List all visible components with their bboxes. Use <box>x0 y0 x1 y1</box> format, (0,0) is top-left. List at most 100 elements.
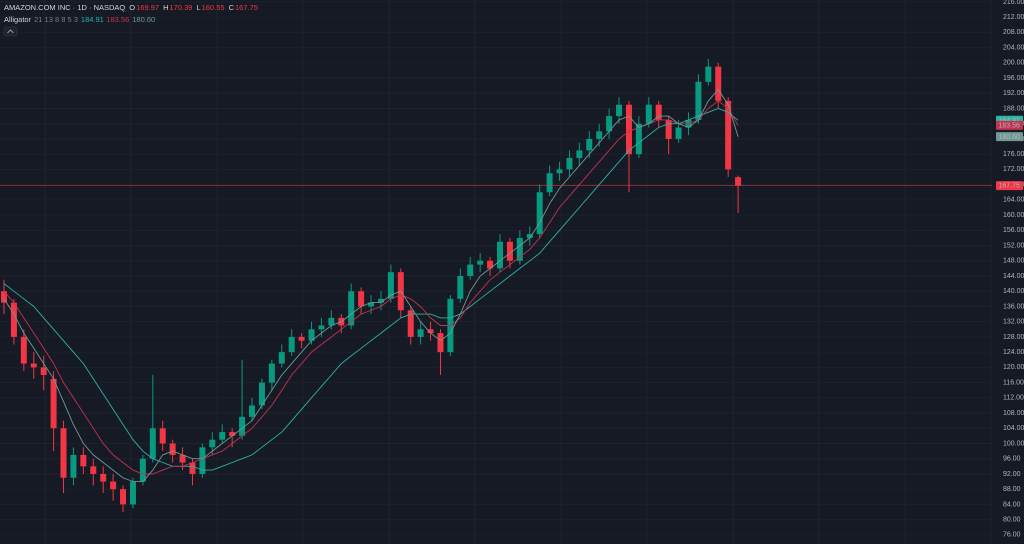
candle-body <box>298 336 305 341</box>
candle-body <box>477 260 484 265</box>
candle-body <box>50 378 57 429</box>
y-tick-label: 200.00 <box>1003 60 1024 67</box>
candle-body <box>665 119 672 139</box>
symbol-name: AMAZON.COM INC · 1D · NASDAQ <box>4 3 125 12</box>
collapse-button[interactable] <box>3 26 18 37</box>
candle-body <box>437 333 444 353</box>
candle-body <box>149 428 156 459</box>
candle-body <box>546 173 553 193</box>
y-tick-label: 160.00 <box>1003 212 1024 219</box>
candle-body <box>10 302 17 337</box>
candle-body <box>675 127 682 139</box>
indicator-value: 184.91 <box>81 15 104 24</box>
price-axis: 76.00 80.00 84.00 88.00 92.00 96.00 100.00 104.… <box>996 0 1024 539</box>
ohlc-value: 169.97 <box>136 3 159 12</box>
plot <box>0 59 992 513</box>
candle-body <box>655 104 662 120</box>
candle-body <box>229 432 236 436</box>
y-tick-label: 92.00 <box>1003 471 1021 478</box>
y-tick-label: 88.00 <box>1003 486 1021 493</box>
candle-body <box>625 104 632 155</box>
candle-body <box>497 241 503 269</box>
candle-body <box>169 443 176 455</box>
y-tick-label: 132.00 <box>1003 319 1024 326</box>
y-tick-label: 216.00 <box>1003 0 1024 6</box>
candle-body <box>467 264 474 276</box>
candle-body <box>139 458 146 482</box>
candle-body <box>606 116 613 132</box>
y-tick-label: 100.00 <box>1003 440 1024 447</box>
candle-body <box>348 291 355 326</box>
candle-body <box>209 439 216 448</box>
candle-body <box>427 329 434 334</box>
y-tick-label: 136.00 <box>1003 303 1024 310</box>
candle-body <box>328 317 335 326</box>
candle-body <box>199 447 206 474</box>
ohlc-label: H <box>163 3 168 12</box>
candle-body <box>417 329 424 337</box>
candle-body <box>1 291 7 303</box>
ohlc-label: L <box>196 3 200 12</box>
price-tag <box>996 181 1023 191</box>
candle-body <box>268 363 275 383</box>
candle-body <box>278 352 285 364</box>
y-tick-label: 156.00 <box>1003 227 1024 234</box>
collapse-icon <box>7 29 14 34</box>
candle-body <box>536 192 543 235</box>
candle-body <box>40 367 47 375</box>
indicator-value: 180.60 <box>132 15 155 24</box>
candle-body <box>596 131 603 139</box>
price-tag <box>996 132 1023 142</box>
ohlc-label: C <box>229 3 235 12</box>
candle-body <box>110 481 117 490</box>
candle-body <box>70 454 77 478</box>
price-tag <box>996 120 1023 130</box>
candle-body <box>377 298 384 303</box>
y-tick-label: 188.00 <box>1003 105 1024 112</box>
candle-body <box>129 481 136 505</box>
alligator-line <box>3 88 739 483</box>
candle-body <box>318 325 325 330</box>
candle-body <box>506 241 513 261</box>
price-tag-label: 167.75 <box>999 183 1021 190</box>
indicator-params: 21 13 8 8 5 3 <box>34 15 78 24</box>
y-tick-label: 212.00 <box>1003 14 1024 21</box>
candle-body <box>30 363 37 368</box>
candle-body <box>80 454 87 467</box>
y-tick-label: 140.00 <box>1003 288 1024 295</box>
y-tick-label: 128.00 <box>1003 334 1024 341</box>
candle-body <box>725 100 732 170</box>
candle-body <box>715 66 722 101</box>
price-tag-label: 183.56 <box>999 123 1021 130</box>
candle-body <box>695 81 702 120</box>
ohlc-value: 167.75 <box>235 3 258 12</box>
candle-body <box>90 466 97 474</box>
y-tick-label: 196.00 <box>1003 75 1024 82</box>
alligator-line <box>3 108 739 471</box>
candle-body <box>635 123 642 155</box>
grid <box>0 0 992 544</box>
symbol-title: AMAZON.COM INC · 1D · NASDAQ O169.97 H170.… <box>4 3 258 12</box>
y-tick-label: 164.00 <box>1003 197 1024 204</box>
candle-body <box>288 336 295 353</box>
y-tick-label: 76.00 <box>1003 532 1021 539</box>
y-tick-label: 152.00 <box>1003 242 1024 249</box>
candle-body <box>616 104 623 117</box>
y-tick-label: 120.00 <box>1003 364 1024 371</box>
y-tick-label: 124.00 <box>1003 349 1024 356</box>
candle-body <box>556 169 563 174</box>
candle-body <box>576 150 583 158</box>
indicator-value: 183.56 <box>106 15 129 24</box>
y-tick-label: 104.00 <box>1003 425 1024 432</box>
y-tick-label: 208.00 <box>1003 29 1024 36</box>
candle-body <box>586 138 593 151</box>
candle-body <box>249 405 255 417</box>
price-tag-label: 180.60 <box>999 134 1021 141</box>
candle-body <box>100 473 107 482</box>
candle-body <box>60 428 67 478</box>
y-tick-label: 84.00 <box>1003 501 1021 508</box>
y-tick-label: 172.00 <box>1003 166 1024 173</box>
candle-body <box>258 382 265 406</box>
indicator-name: Alligator <box>4 15 32 24</box>
